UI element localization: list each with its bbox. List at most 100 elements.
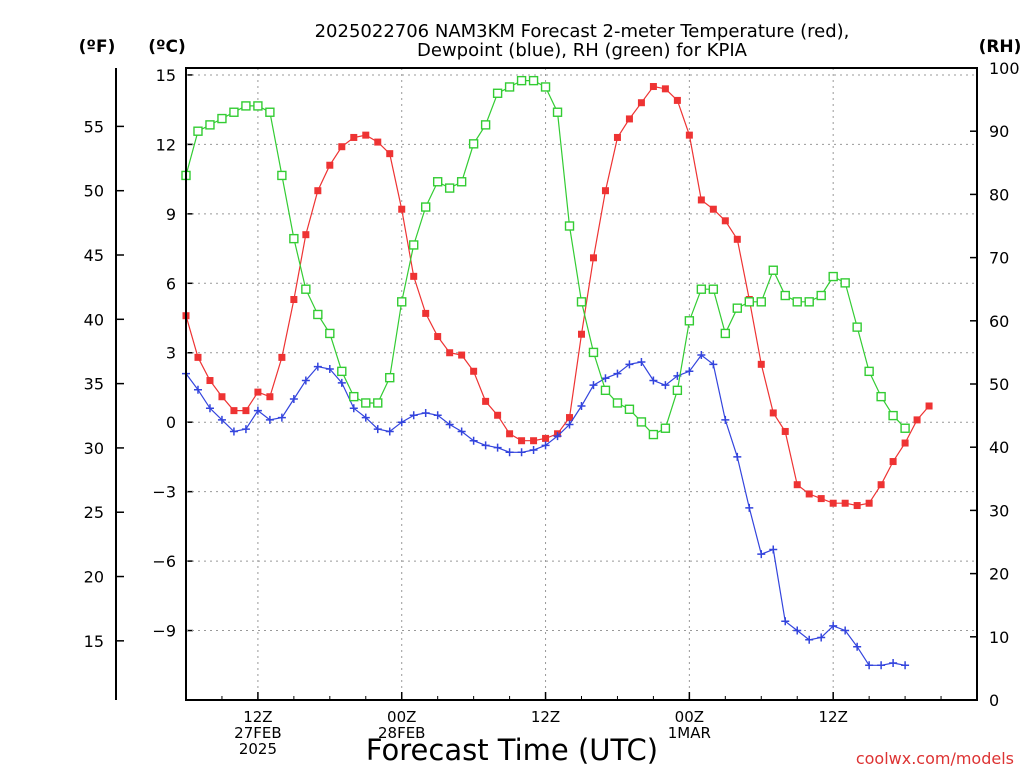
rh-point (804, 297, 814, 307)
dewpoint-point (625, 360, 634, 369)
dewpoint-point (601, 374, 610, 383)
dewpoint-point (685, 367, 694, 376)
time-tick-label: 00Z (675, 708, 704, 726)
rh-point (217, 113, 227, 124)
dewpoint-point (901, 661, 910, 670)
rh-point (744, 297, 754, 307)
celsius-tick-label: −6 (152, 552, 176, 571)
dewpoint-point (733, 452, 742, 461)
rh-point (385, 372, 395, 383)
dewpoint-point (301, 376, 310, 385)
title-line-1: 2025022706 NAM3KM Forecast 2-meter Tempe… (315, 21, 850, 42)
dewpoint-point (337, 378, 346, 387)
rh-point (660, 423, 671, 433)
rh-point (768, 265, 778, 275)
celsius-axis: 15 12 9 6 3 0 −3 −6 −9 (152, 66, 193, 641)
2-meter-temperature-point (518, 437, 526, 445)
rh-point (780, 290, 790, 301)
celsius-unit-label: (ºC) (148, 37, 186, 57)
dewpoint-point (853, 642, 862, 651)
rh-point (684, 316, 695, 326)
title-line-2: Dewpoint (blue), RH (green) for KPIA (417, 40, 748, 61)
rh-tick-label: 10 (989, 628, 1009, 647)
time-tick-label: 12Z (818, 708, 847, 726)
2-meter-temperature-point (314, 187, 322, 195)
dewpoint-point (469, 436, 478, 445)
2-meter-temperature-point (446, 349, 454, 357)
fahrenheit-tick-label: 25 (84, 503, 104, 522)
fahrenheit-tick-label: 30 (84, 439, 104, 458)
time-tick-label: 00Z (387, 708, 416, 726)
dewpoint-point (253, 406, 262, 415)
celsius-tick-label: 6 (166, 274, 176, 293)
2-meter-temperature-point (817, 495, 825, 503)
dewpoint-point (889, 658, 898, 667)
dewpoint-point (877, 661, 886, 670)
rh-tick-label: 50 (989, 375, 1009, 394)
2-meter-temperature-point (578, 330, 585, 338)
2-meter-temperature-point (434, 333, 442, 341)
dewpoint-point (781, 617, 790, 626)
dewpoint-point (865, 661, 874, 670)
2-meter-temperature-point (769, 409, 777, 417)
2-meter-temperature-point (721, 217, 729, 225)
dewpoint-point (205, 404, 214, 413)
watermark: coolwx.com/models (856, 749, 1014, 768)
dewpoint-point (637, 358, 646, 367)
dewpoint-point (541, 441, 550, 450)
x-axis-title: Forecast Time (UTC) (366, 733, 658, 767)
rh-point (253, 101, 263, 111)
rh-tick-label: 20 (989, 565, 1009, 584)
dewpoint-point (313, 362, 322, 371)
rh-point (732, 303, 743, 313)
fahrenheit-unit-label: (ºF) (79, 37, 116, 57)
2-meter-temperature-point (302, 231, 310, 239)
rh-point (349, 391, 359, 402)
dewpoint-point (193, 385, 202, 394)
rh-tick-label: 90 (989, 122, 1009, 141)
2-meter-temperature-point (230, 407, 238, 415)
fahrenheit-tick-label: 50 (84, 182, 104, 201)
plot-frame (185, 67, 978, 701)
dewpoint-point (589, 381, 598, 390)
dewpoint-point (265, 415, 274, 424)
2-meter-temperature-point (925, 402, 933, 410)
dewpoint-point (529, 445, 538, 454)
dewpoint-point (805, 635, 814, 644)
time-tick-label: 28FEB (378, 724, 425, 742)
celsius-tick-label: 9 (166, 205, 176, 224)
dewpoint-point (229, 427, 238, 436)
rh-point (337, 366, 347, 377)
rh-point (480, 120, 491, 130)
rh-point (313, 309, 323, 320)
2-meter-temperature-point (278, 353, 286, 361)
celsius-tick-label: 12 (156, 135, 176, 154)
2-meter-temperature-point (637, 99, 645, 107)
2-meter-temperature-point (901, 439, 909, 447)
dewpoint-point (457, 427, 466, 436)
fahrenheit-tick-label: 40 (84, 310, 104, 329)
rh-point (552, 107, 563, 117)
time-tick-label: 12Z (531, 708, 560, 726)
dewpoint-point (277, 413, 286, 422)
dewpoint-point (409, 411, 418, 420)
2-meter-temperature-point (853, 502, 861, 510)
2-meter-temperature-point (398, 205, 406, 213)
rh-point (864, 366, 874, 377)
rh-point (277, 170, 287, 181)
2-meter-temperature-point (793, 481, 801, 489)
2-meter-temperature-point (877, 481, 885, 489)
rh-point (708, 284, 719, 294)
rh-series (181, 75, 910, 440)
rh-point (876, 391, 886, 402)
rh-point (564, 221, 575, 231)
2-meter-temperature-point (290, 296, 298, 304)
2-meter-temperature-point (254, 388, 262, 396)
dewpoint-point (373, 425, 382, 434)
dewpoint-point (493, 443, 502, 452)
rh-point (852, 322, 862, 332)
dewpoint-point (217, 415, 226, 424)
